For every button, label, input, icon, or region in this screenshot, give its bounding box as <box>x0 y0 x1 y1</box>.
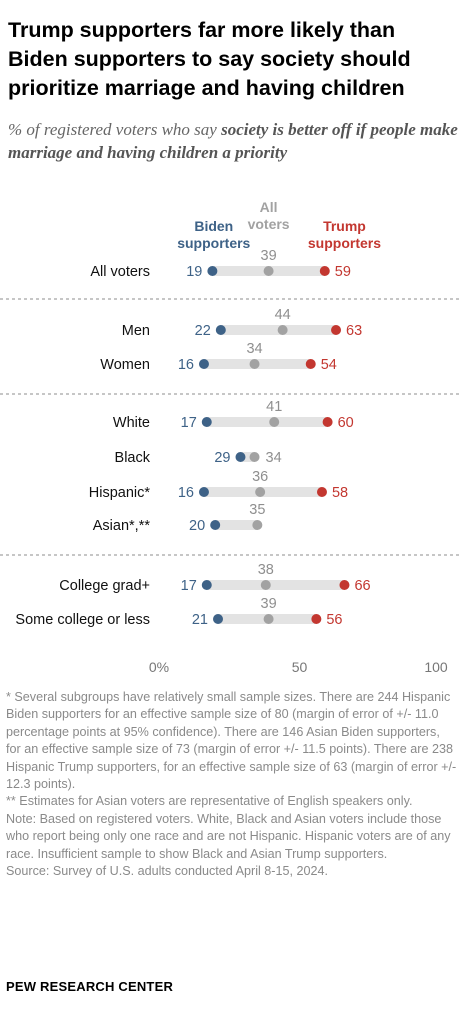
dot-all-women <box>249 359 260 369</box>
dot-trump-hispanic <box>316 487 327 497</box>
value-all-men: 44 <box>275 307 291 323</box>
dot-trump-all-voters <box>319 266 330 276</box>
value-biden-white: 17 <box>181 415 197 431</box>
dot-biden-hispanic <box>198 487 209 497</box>
value-trump-men: 63 <box>346 323 362 339</box>
value-all-some-college-or-less: 39 <box>261 596 277 612</box>
dot-all-black <box>249 452 260 462</box>
dot-all-white <box>269 417 280 427</box>
value-trump-white: 60 <box>338 415 354 431</box>
value-biden-black: 29 <box>214 450 230 466</box>
dot-biden-all-voters <box>207 266 218 276</box>
dot-all-asian <box>252 520 263 530</box>
value-trump-college-grad: 66 <box>354 578 370 594</box>
value-all-black: 34 <box>266 450 282 466</box>
x-tick-label-50: 50 <box>292 659 308 675</box>
value-all-college-grad: 38 <box>258 562 274 578</box>
row-label-men: Men <box>122 323 150 339</box>
row-label-all-voters: All voters <box>90 264 150 280</box>
dot-biden-some-college-or-less <box>213 614 224 624</box>
dot-trump-college-grad <box>339 580 350 590</box>
value-trump-some-college-or-less: 56 <box>326 612 342 628</box>
dot-trump-white <box>322 417 333 427</box>
value-all-asian: 35 <box>249 502 265 518</box>
dot-biden-black <box>235 452 246 462</box>
subtitle-emphasis: society is better off if people make mar… <box>8 120 458 162</box>
footnote-source: Source: Survey of U.S. adults conducted … <box>6 864 329 879</box>
footnote-sample-size: * Several subgroups have relatively smal… <box>6 690 457 792</box>
source-organization: PEW RESEARCH CENTER <box>6 979 174 994</box>
value-all-all-voters: 39 <box>261 248 277 264</box>
value-trump-women: 54 <box>321 357 337 373</box>
legend-all: All voters <box>248 199 290 232</box>
dot-biden-asian <box>210 520 221 530</box>
value-biden-all-voters: 19 <box>186 264 202 280</box>
value-biden-hispanic: 16 <box>178 485 194 501</box>
value-biden-some-college-or-less: 21 <box>192 612 208 628</box>
row-label-some-college-or-less: Some college or less <box>15 612 150 628</box>
legend-trump: Trump supporters <box>308 218 381 251</box>
row-label-black: Black <box>115 450 151 466</box>
dot-trump-some-college-or-less <box>311 614 322 624</box>
value-all-hispanic: 36 <box>252 469 268 485</box>
legend-biden: Biden supporters <box>177 218 250 251</box>
value-biden-men: 22 <box>195 323 211 339</box>
dot-trump-women <box>305 359 316 369</box>
value-trump-hispanic: 58 <box>332 485 348 501</box>
value-trump-all-voters: 59 <box>335 264 351 280</box>
range-bar-asian <box>215 520 258 530</box>
dot-biden-men <box>215 325 226 335</box>
value-biden-women: 16 <box>178 357 194 373</box>
row-label-college-grad: College grad+ <box>59 578 150 594</box>
dot-biden-college-grad <box>201 580 212 590</box>
subtitle-lead: % of registered voters who say <box>8 120 222 139</box>
value-all-white: 41 <box>266 399 282 415</box>
dot-all-some-college-or-less <box>263 614 274 624</box>
dot-all-college-grad <box>260 580 271 590</box>
row-label-women: Women <box>100 357 150 373</box>
dot-all-hispanic <box>255 487 266 497</box>
row-label-hispanic: Hispanic* <box>89 485 151 501</box>
value-biden-college-grad: 17 <box>181 578 197 594</box>
row-label-white: White <box>113 415 150 431</box>
dot-biden-women <box>198 359 209 369</box>
range-bar-white <box>206 417 328 427</box>
range-bar-college-grad <box>206 580 345 590</box>
dot-all-all-voters <box>263 266 274 276</box>
x-tick-label-100: 100 <box>424 659 448 675</box>
chart-title: Trump supporters far more likely than Bi… <box>8 18 411 100</box>
x-tick-label-0: 0% <box>149 659 169 675</box>
footnote-note: Note: Based on registered voters. White,… <box>6 811 451 861</box>
dot-all-men <box>277 325 288 335</box>
value-biden-asian: 20 <box>189 518 205 534</box>
row-label-asian: Asian*,** <box>93 518 151 534</box>
dot-biden-white <box>201 417 212 427</box>
dot-trump-men <box>331 325 342 335</box>
footnote-asian: ** Estimates for Asian voters are repres… <box>6 794 413 809</box>
footnotes: * Several subgroups have relatively smal… <box>6 689 458 880</box>
value-all-women: 34 <box>246 341 262 357</box>
chart-subtitle: % of registered voters who say society i… <box>8 118 458 164</box>
range-bar-black <box>240 452 255 462</box>
